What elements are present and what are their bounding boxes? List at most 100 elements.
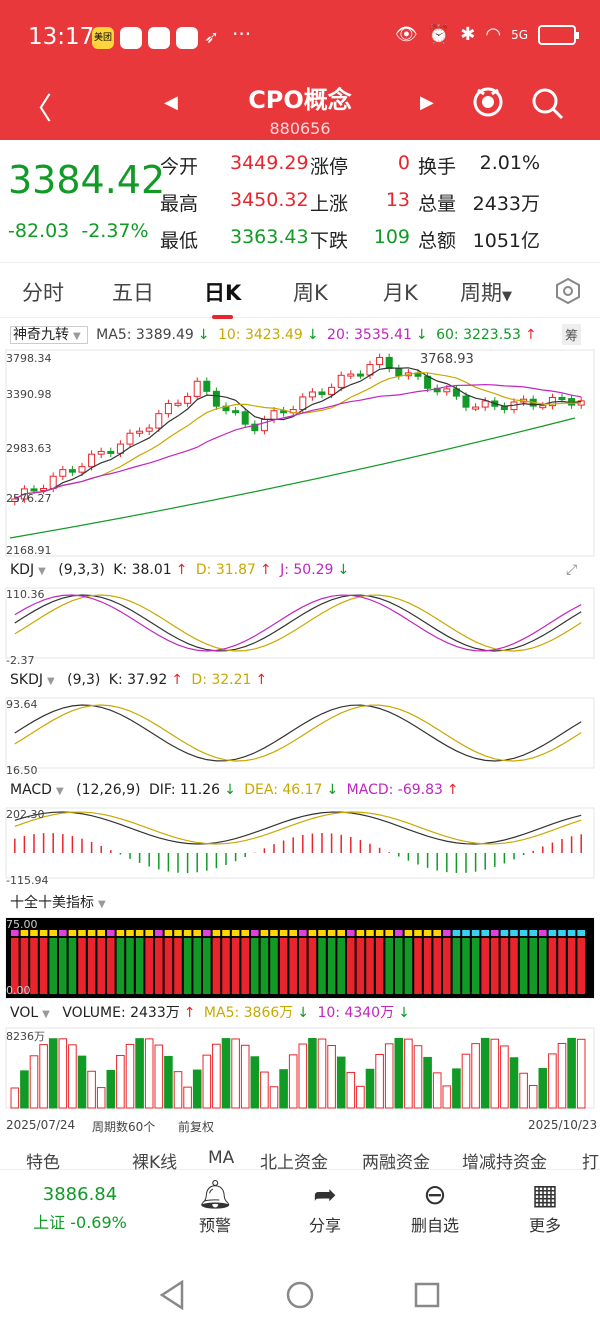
- ten-indicator-top: [289, 930, 297, 936]
- volume-bar: [365, 1068, 375, 1109]
- tab-northbound[interactable]: 北上资金: [260, 1153, 328, 1173]
- back-icon[interactable]: 〈: [22, 92, 52, 127]
- share-button[interactable]: ➦ 分享: [285, 1178, 365, 1236]
- tab-intraday[interactable]: 分时: [22, 281, 64, 305]
- nav-back-icon[interactable]: [158, 1280, 186, 1310]
- ten-indicator-bar: [107, 938, 115, 994]
- volume-bar: [164, 1055, 173, 1109]
- tab-period[interactable]: 周期▼: [460, 277, 512, 307]
- limitup-label: 涨停: [310, 156, 349, 178]
- prev-stock-icon[interactable]: ◀: [164, 92, 178, 113]
- candle: [347, 373, 355, 377]
- ten-indicator-bar: [135, 938, 144, 994]
- macd-select[interactable]: MACD ▼: [10, 782, 68, 798]
- nav-recents-icon[interactable]: [414, 1282, 440, 1308]
- kline-chart-area[interactable]: 神奇九转 ▼ MA5: 3389.49 ↓ 10: 3423.49 ↓ 20: 353…: [0, 318, 600, 1138]
- index-value: 3886.84: [42, 1184, 118, 1205]
- y-label-main-1: 3390.98: [6, 388, 52, 401]
- arrow-down-icon: ↓: [326, 782, 339, 798]
- volume-bar: [87, 1070, 96, 1109]
- more-label: 更多: [528, 1216, 561, 1235]
- candle: [462, 395, 470, 408]
- ten-indicator-top: [20, 930, 29, 936]
- up-value: 13: [385, 189, 410, 211]
- mascot-icon[interactable]: [470, 84, 506, 122]
- tab-daily-k[interactable]: 日K: [204, 277, 241, 319]
- notification-icons: 美团 ➶ ···: [92, 24, 251, 49]
- volume-bar: [48, 1038, 58, 1109]
- alert-button[interactable]: 🔔︎ 预警: [175, 1178, 255, 1236]
- date-start: 2025/07/24: [6, 1118, 76, 1132]
- skdj-name: SKDJ: [10, 672, 43, 688]
- ten-indicator-top: [30, 930, 38, 936]
- ten-indicator-top: [135, 930, 144, 936]
- next-stock-icon[interactable]: ▶: [420, 92, 434, 113]
- more-button[interactable]: ▦ 更多: [505, 1178, 585, 1236]
- candle: [212, 390, 220, 407]
- change-pct: -2.37%: [81, 220, 149, 242]
- high-label: 最高: [160, 193, 199, 215]
- ma20-value: 20: 3535.41: [327, 327, 412, 343]
- tab-five-day[interactable]: 五日: [112, 281, 154, 305]
- tab-ma[interactable]: MA: [208, 1148, 235, 1168]
- volume-bar: [240, 1044, 250, 1109]
- tab-holdings-change[interactable]: 增减持资金: [462, 1153, 547, 1173]
- ten-select[interactable]: 十全十美指标 ▼: [10, 895, 110, 911]
- main-indicator-select[interactable]: 神奇九转 ▼: [10, 326, 88, 344]
- index-ticker[interactable]: 3886.84 上证 -0.69%: [30, 1184, 130, 1233]
- period-tabs: 分时 五日 日K 周K 月K 周期▼: [0, 262, 600, 319]
- candle: [385, 356, 393, 369]
- ten-indicator-top: [68, 930, 77, 936]
- candle: [539, 405, 547, 409]
- kdj-j-line: [14, 594, 582, 652]
- adjust-mode[interactable]: 前复权: [178, 1120, 215, 1134]
- ten-indicator-bar: [68, 938, 77, 994]
- main-indicator-name: 神奇九转: [13, 327, 69, 343]
- skdj-select[interactable]: SKDJ ▼: [10, 672, 59, 688]
- turnover-value: 2.01%: [479, 152, 540, 174]
- volume-bar: [375, 1054, 384, 1109]
- tab-more[interactable]: 打: [582, 1153, 599, 1173]
- chip-button[interactable]: 筹: [562, 324, 582, 345]
- candle: [203, 380, 211, 392]
- tab-naked-k[interactable]: 裸K线: [132, 1153, 178, 1173]
- ten-indicator-top: [471, 930, 480, 936]
- tab-margin[interactable]: 两融资金: [362, 1153, 430, 1173]
- volume-bar: [39, 1044, 48, 1109]
- tab-weekly-k[interactable]: 周K: [293, 281, 328, 305]
- ten-indicator-top: [529, 930, 537, 936]
- vol-select[interactable]: VOL ▼: [10, 1005, 54, 1021]
- ma10-value: 10: 3423.49: [217, 327, 303, 343]
- ten-indicator-top: [260, 930, 269, 936]
- volume-bar: [548, 1053, 557, 1109]
- ten-indicator-bar: [347, 938, 355, 994]
- tab-featured[interactable]: 特色: [26, 1153, 60, 1173]
- ten-indicator-bar: [529, 938, 537, 994]
- caret-down-icon: ▼: [55, 786, 64, 797]
- ten-indicator-top: [404, 930, 413, 936]
- ten-indicator-bar: [97, 938, 105, 994]
- nav-home-icon[interactable]: [285, 1280, 315, 1310]
- search-icon[interactable]: [530, 86, 566, 122]
- candle: [337, 374, 345, 388]
- kdj-d: D: 31.87: [195, 562, 256, 578]
- kdj-select[interactable]: KDJ ▼: [10, 562, 50, 578]
- arrow-up-icon: ↑: [171, 672, 183, 688]
- arrow-down-icon: ↓: [224, 782, 236, 798]
- remove-watchlist-button[interactable]: ⊖ 删自选: [395, 1178, 475, 1236]
- ten-indicator-bar: [443, 938, 451, 994]
- volume-bar: [279, 1069, 288, 1109]
- candle: [88, 453, 96, 468]
- kdj-params: (9,3,3): [58, 562, 105, 578]
- settings-icon[interactable]: [554, 277, 582, 305]
- arrow-down-icon: ↓: [197, 327, 210, 343]
- ten-indicator-top: [414, 930, 422, 936]
- expand-icon[interactable]: ⤢: [566, 562, 578, 578]
- kdj-name: KDJ: [10, 562, 35, 578]
- y-label-macd-1: -115.94: [6, 874, 49, 887]
- tab-monthly-k[interactable]: 月K: [383, 281, 418, 305]
- volume-bar: [567, 1037, 576, 1109]
- skdj-d-line: [14, 704, 582, 762]
- volume-bar: [221, 1038, 231, 1109]
- ten-indicator-bar: [519, 938, 528, 994]
